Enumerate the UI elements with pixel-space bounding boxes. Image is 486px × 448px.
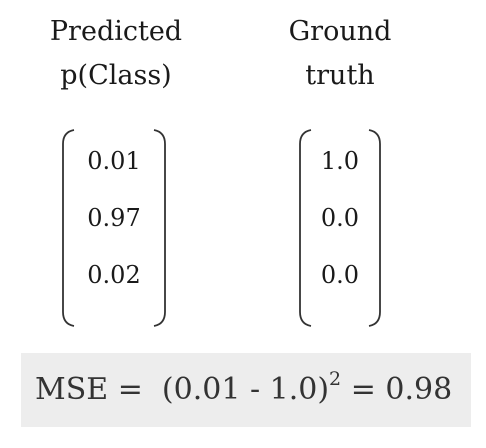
right-bracket [153,129,166,327]
mse-formula: MSE = (0.01 - 1.0)2 = 0.98 [35,370,452,410]
ground-truth-value: 0.0 [320,261,360,289]
mse-result: = 0.98 [350,372,453,407]
ground-truth-value: 0.0 [320,204,360,232]
ground-truth-vector: 1.0 0.0 0.0 [298,128,382,328]
mse-exponent: 2 [329,368,342,390]
predicted-vector: 0.01 0.97 0.02 [61,128,167,328]
predicted-heading-line1: Predicted [49,16,183,47]
mse-formula-box: MSE = (0.01 - 1.0)2 = 0.98 [21,353,471,427]
left-bracket [62,129,75,327]
mse-label: MSE = [35,372,143,407]
ground-truth-value: 1.0 [320,147,360,175]
predicted-heading: Predicted p(Class) [20,10,212,98]
right-bracket [368,129,381,327]
ground-truth-heading-line2: truth [305,60,375,91]
predicted-heading-line2: p(Class) [60,60,172,91]
ground-truth-heading-line1: Ground [288,16,392,47]
predicted-value: 0.01 [87,147,141,175]
predicted-value: 0.97 [87,204,141,232]
mse-expression: (0.01 - 1.0) [161,372,330,407]
predicted-value: 0.02 [87,261,141,289]
ground-truth-heading: Ground truth [244,10,436,98]
left-bracket [299,129,312,327]
